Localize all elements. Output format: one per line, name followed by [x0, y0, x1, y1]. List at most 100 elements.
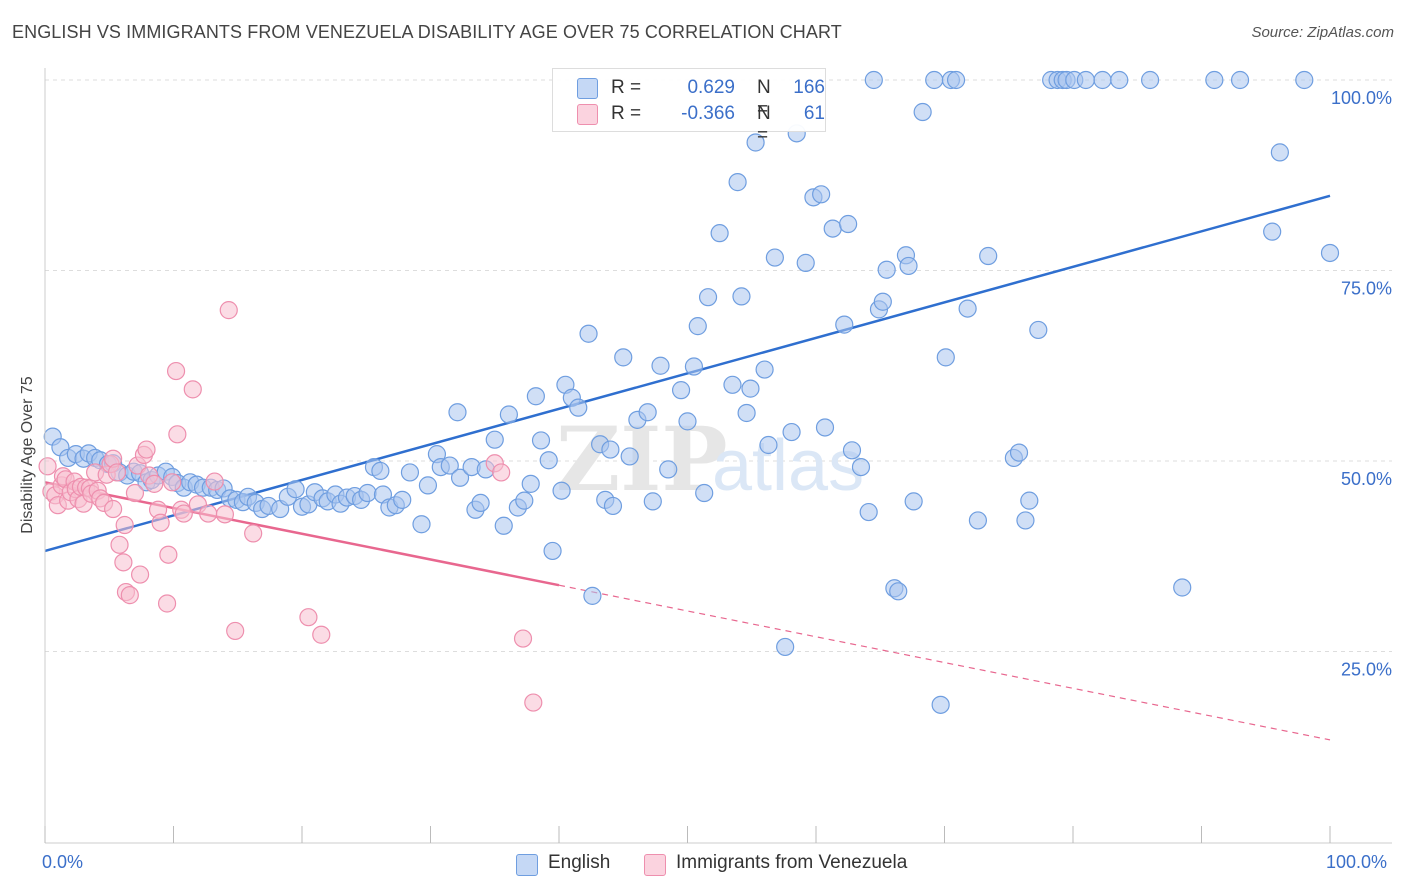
venezuela-point — [219, 301, 238, 320]
english-point — [552, 481, 571, 500]
english-point — [839, 214, 858, 234]
venezuela-point — [299, 608, 318, 627]
axes — [44, 68, 1392, 844]
english-point — [842, 441, 862, 460]
english-point — [723, 375, 742, 394]
venezuela-point — [513, 629, 533, 648]
english-point — [1093, 70, 1112, 90]
venezuela-point — [163, 473, 182, 492]
english-point — [412, 515, 431, 534]
english-point — [603, 496, 623, 516]
english-point — [946, 70, 966, 90]
venezuela-point — [110, 535, 129, 554]
y-tick-label: 25.0% — [1341, 660, 1392, 680]
y-tick-labels: 25.0% 50.0% 75.0% 100.0% — [1331, 88, 1392, 680]
english-point — [1263, 222, 1282, 241]
venezuela-point — [159, 545, 178, 564]
venezuela-point — [157, 594, 177, 613]
legend-n-value: 61 — [803, 103, 825, 124]
venezuela-point — [145, 474, 164, 493]
venezuela-point — [114, 553, 133, 572]
venezuela-point — [524, 693, 543, 712]
y-tick-label: 75.0% — [1341, 279, 1392, 299]
venezuela-point — [174, 504, 193, 523]
english-point — [728, 173, 747, 192]
english-point — [1230, 70, 1250, 90]
english-point — [1076, 70, 1095, 90]
series-legend: English Immigrants from Venezuela — [0, 852, 1406, 878]
venezuela-point — [151, 513, 170, 532]
english-point — [684, 357, 704, 376]
english-point — [1140, 70, 1160, 90]
english-point — [776, 637, 795, 657]
english-point — [671, 381, 691, 400]
english-point — [889, 582, 908, 601]
english-point — [936, 348, 955, 367]
english-point — [851, 457, 871, 477]
english-point — [358, 483, 377, 503]
english-trend-line — [44, 194, 1331, 553]
english-point — [864, 70, 883, 90]
venezuela-point — [226, 621, 245, 641]
english-point — [579, 324, 598, 343]
english-point — [531, 431, 551, 450]
venezuela-point — [125, 483, 145, 503]
english-point — [796, 253, 815, 272]
english-point — [1205, 70, 1224, 90]
venezuela-point — [115, 515, 134, 535]
english-point — [643, 492, 662, 511]
english-point — [494, 516, 513, 535]
venezuela-point — [104, 499, 123, 519]
venezuela-point — [312, 625, 331, 644]
venezuela-point — [168, 425, 187, 444]
english-point — [759, 435, 778, 455]
english-point — [515, 491, 534, 510]
english-point — [710, 224, 729, 243]
venezuela-point — [120, 586, 139, 605]
english-point — [737, 403, 756, 423]
english-point — [1110, 70, 1129, 90]
x-tick-label-min: 0.0% — [42, 852, 84, 872]
english-point — [873, 292, 892, 311]
english-point — [526, 387, 545, 406]
english-point — [583, 586, 602, 605]
english-point — [741, 379, 760, 398]
english-point — [688, 317, 707, 336]
english-point — [1173, 578, 1192, 597]
chart-title: ENGLISH VS IMMIGRANTS FROM VENEZUELA DIS… — [12, 22, 842, 42]
legend-r-value: -0.366 — [681, 103, 735, 124]
english-point — [913, 102, 932, 122]
venezuela-point — [183, 380, 202, 399]
english-point — [659, 460, 678, 479]
legend-swatch-english — [577, 78, 598, 99]
chart-source: Source: ZipAtlas.com — [1251, 24, 1394, 41]
english-point — [823, 219, 842, 238]
legend-r-label: R = — [611, 77, 642, 98]
english-point — [931, 695, 950, 714]
venezuela-point — [107, 463, 127, 482]
legend-swatch-english — [516, 854, 538, 876]
english-point — [1320, 243, 1340, 263]
english-point — [448, 403, 467, 422]
english-point — [393, 490, 412, 509]
english-point — [899, 256, 918, 276]
legend-swatch-venezuela — [577, 104, 598, 125]
grid-lines — [45, 79, 1392, 652]
english-point — [440, 456, 459, 475]
y-tick-label: 50.0% — [1341, 469, 1392, 489]
english-point — [925, 70, 944, 90]
english-point — [968, 511, 988, 530]
english-point — [812, 185, 831, 204]
venezuela-point — [492, 463, 511, 482]
english-point — [418, 476, 438, 495]
english-point — [1029, 320, 1048, 340]
english-point — [1295, 70, 1314, 90]
english-point — [877, 260, 896, 279]
english-point — [1020, 491, 1039, 510]
english-point — [782, 422, 801, 442]
x-tick-label-max: 100.0% — [1326, 852, 1388, 872]
venezuela-point — [137, 440, 156, 459]
english-point — [521, 474, 540, 493]
english-point — [698, 288, 718, 307]
